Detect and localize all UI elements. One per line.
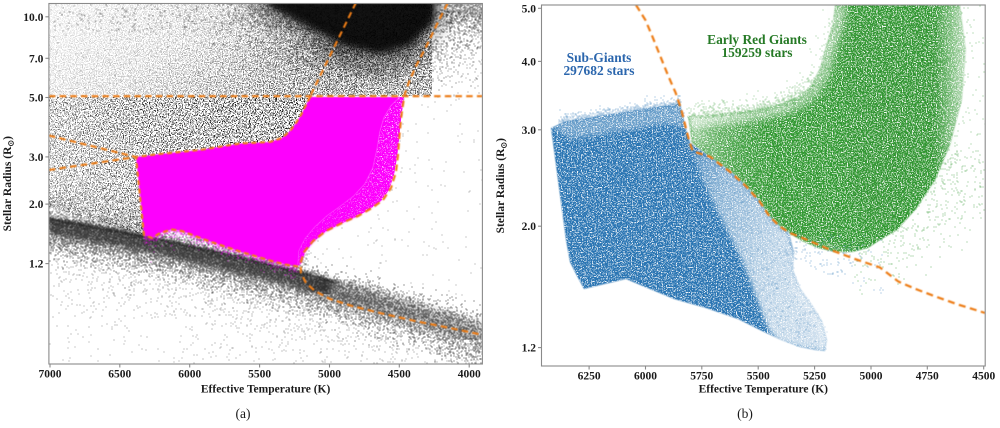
svg-text:6500: 6500 [108,369,131,381]
svg-text:7.0: 7.0 [29,53,44,65]
svg-text:(b): (b) [737,406,753,421]
svg-text:(a): (a) [236,406,251,421]
svg-text:2.0: 2.0 [522,221,537,233]
svg-text:5500: 5500 [248,369,271,381]
svg-text:1.2: 1.2 [29,259,44,271]
svg-text:5.0: 5.0 [29,93,44,105]
svg-text:3.0: 3.0 [29,152,44,164]
svg-text:6000: 6000 [634,371,657,383]
svg-text:5500: 5500 [747,371,770,383]
svg-text:297682 stars: 297682 stars [563,63,634,78]
svg-text:Sub-Giants: Sub-Giants [567,50,632,65]
svg-text:Effective Temperature (K): Effective Temperature (K) [201,384,331,396]
svg-text:4750: 4750 [916,371,939,383]
svg-text:4500: 4500 [388,369,411,381]
svg-text:Effective Temperature (K): Effective Temperature (K) [699,384,829,396]
svg-text:4000: 4000 [458,369,481,381]
svg-text:Early Red Giants: Early Red Giants [707,32,807,47]
svg-text:6000: 6000 [178,369,201,381]
svg-text:5000: 5000 [860,371,883,383]
svg-text:5250: 5250 [803,371,826,383]
svg-text:5.0: 5.0 [522,3,537,15]
svg-text:3.0: 3.0 [522,125,537,137]
svg-text:1.2: 1.2 [522,343,537,355]
svg-text:5000: 5000 [318,369,341,381]
svg-text:2.0: 2.0 [29,199,44,211]
svg-text:4500: 4500 [972,371,995,383]
svg-text:6250: 6250 [578,371,601,383]
svg-text:7000: 7000 [39,369,62,381]
svg-text:159259 stars: 159259 stars [721,45,792,60]
svg-text:4.0: 4.0 [522,56,537,68]
svg-text:5750: 5750 [690,371,713,383]
svg-text:10.0: 10.0 [23,12,43,24]
svg-text:Stellar Radius (R⊙): Stellar Radius (R⊙) [2,136,16,231]
svg-text:Stellar Radius (R⊙): Stellar Radius (R⊙) [495,138,509,233]
